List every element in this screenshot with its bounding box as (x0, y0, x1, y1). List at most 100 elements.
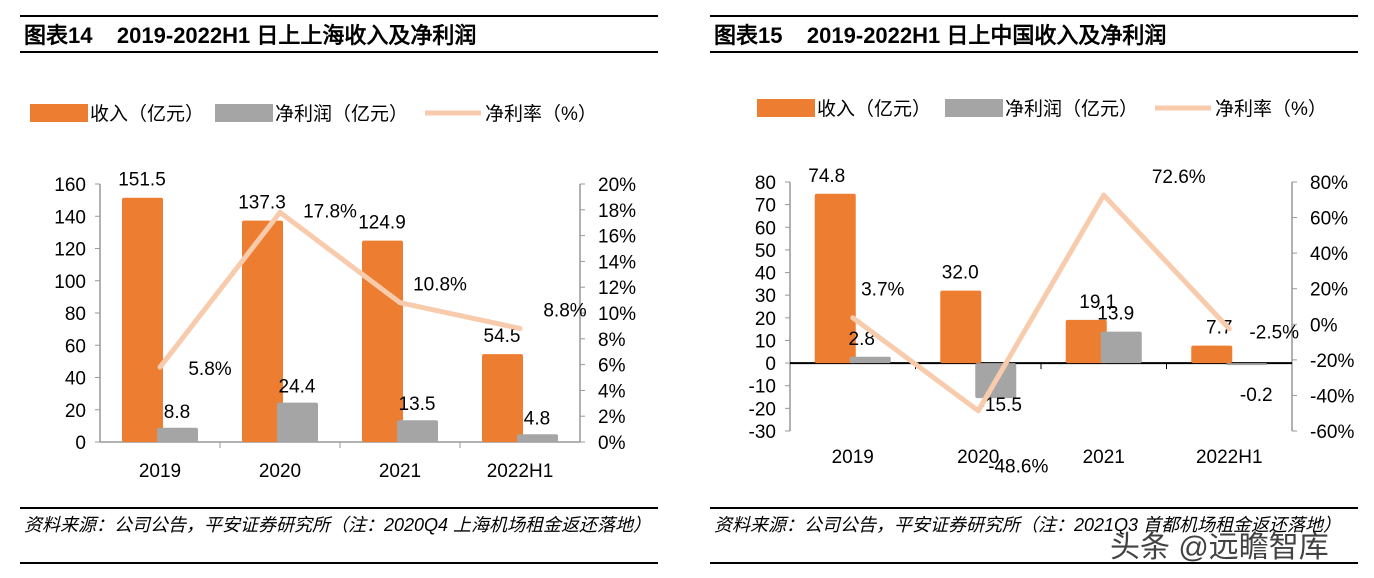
left-tick-label: 40 (755, 264, 776, 285)
revenue-data-label: 32.0 (942, 263, 979, 284)
margin-point (850, 315, 856, 321)
revenue-data-label: 124.9 (358, 213, 406, 234)
margin-data-label: 10.8% (413, 275, 467, 296)
margin-data-label: 17.8% (303, 201, 357, 222)
revenue-data-label: 151.5 (118, 170, 166, 191)
margin-data-label: 8.8% (543, 300, 586, 321)
legend-label: 净利润（亿元） (275, 103, 408, 125)
right-tick-label: 20% (598, 175, 636, 196)
left-tick-label: 50 (755, 241, 776, 262)
right-tick-label: -20% (1310, 351, 1354, 372)
margin-point (517, 325, 523, 331)
right-tick-label: 0% (598, 433, 626, 454)
legend-label: 净利润（亿元） (1005, 98, 1138, 120)
left-tick-label: -30 (749, 422, 776, 443)
profit-bar (517, 434, 558, 442)
x-tick-label: 2020 (259, 461, 301, 482)
profit-data-label: 13.5 (399, 394, 436, 415)
profit-bar (157, 427, 198, 442)
left-tick-label: 0 (765, 354, 776, 375)
revenue-data-label: 54.5 (484, 326, 521, 347)
left-tick-label: 0 (75, 433, 86, 454)
right-tick-label: 18% (598, 201, 636, 222)
revenue-bar (814, 193, 856, 364)
left-tick-label: 140 (54, 207, 86, 228)
right-tick-label: 40% (1310, 244, 1348, 265)
left-tick-label: 20 (755, 309, 776, 330)
margin-line (158, 209, 521, 369)
x-tick-label: 2019 (832, 447, 874, 468)
right-tick-label: -60% (1310, 422, 1354, 443)
revenue-bar (1065, 319, 1107, 364)
left-tick-label: 120 (54, 240, 86, 261)
profit-bar (849, 356, 891, 364)
right-tick-label: 8% (598, 330, 626, 351)
margin-data-label: 3.7% (861, 280, 904, 301)
margin-data-label: -48.6% (988, 457, 1048, 478)
right-tick-label: 14% (598, 252, 636, 273)
legend-label: 净利率（%） (485, 103, 597, 125)
legend-label: 收入（亿元） (90, 103, 204, 125)
left-tick-label: 80 (755, 173, 776, 194)
legend-swatch (945, 99, 1003, 117)
revenue-bar (362, 240, 403, 442)
profit-data-label: 24.4 (279, 377, 316, 398)
left-tick-label: 80 (65, 304, 86, 325)
right-tick-label: 6% (598, 356, 626, 377)
chart-panel-14: 图表14 2019-2022H1 日上上海收入及净利润 资料来源：公司公告，平安… (20, 0, 658, 578)
chart-title: 图表15 2019-2022H1 日上中国收入及净利润 (710, 15, 1358, 53)
chart-title: 图表14 2019-2022H1 日上上海收入及净利润 (20, 15, 658, 53)
legend-swatch (757, 99, 815, 117)
right-tick-label: -40% (1310, 386, 1354, 407)
right-tick-label: 20% (1310, 280, 1348, 301)
margin-point (157, 364, 163, 370)
left-tick-label: -20 (749, 399, 776, 420)
x-tick-label: 2022H1 (487, 461, 554, 482)
right-tick-label: 80% (1310, 173, 1348, 194)
legend-swatch (30, 104, 88, 122)
margin-point (397, 300, 403, 306)
x-tick-label: 2021 (379, 461, 421, 482)
revenue-bar (482, 354, 523, 442)
profit-data-label: 4.8 (524, 408, 550, 429)
left-tick-label: 20 (65, 401, 86, 422)
profit-bar (277, 402, 318, 442)
watermark: 头条 @远瞻智库 (1110, 531, 1329, 564)
right-tick-label: 12% (598, 278, 636, 299)
right-tick-label: 60% (1310, 209, 1348, 230)
left-tick-label: 60 (755, 218, 776, 239)
profit-data-label: -15.5 (979, 395, 1022, 416)
revenue-data-label: 74.8 (808, 166, 845, 187)
margin-data-label: 72.6% (1152, 167, 1206, 188)
legend-label: 净利率（%） (1215, 98, 1327, 120)
revenue-bar (940, 290, 982, 364)
right-tick-label: 0% (1310, 315, 1338, 336)
profit-data-label: -0.2 (1240, 385, 1273, 406)
margin-data-label: -2.5% (1249, 323, 1299, 344)
margin-point (1101, 192, 1107, 198)
profit-bar (397, 420, 438, 442)
left-tick-label: 100 (54, 272, 86, 293)
chart-panel-15: 图表15 2019-2022H1 日上中国收入及净利润 资料来源：公司公告，平安… (710, 0, 1358, 578)
left-tick-label: 40 (65, 369, 86, 390)
x-tick-label: 2021 (1083, 447, 1125, 468)
left-tick-label: -10 (749, 377, 776, 398)
revenue-bar (1191, 345, 1233, 364)
legend-swatch (215, 104, 273, 122)
right-tick-label: 16% (598, 227, 636, 248)
chart-source: 资料来源：公司公告，平安证券研究所（注：2021Q3 首都机场租金返还落地） (710, 507, 1358, 564)
left-tick-label: 70 (755, 196, 776, 217)
x-tick-label: 2020 (957, 447, 999, 468)
chart-source: 资料来源：公司公告，平安证券研究所（注：2020Q4 上海机场租金返还落地） (20, 507, 658, 564)
margin-point (1226, 326, 1232, 332)
profit-bar (1100, 331, 1142, 364)
right-tick-label: 2% (598, 407, 626, 428)
revenue-bar (122, 197, 163, 442)
legend-label: 收入（亿元） (817, 98, 931, 120)
left-tick-label: 30 (755, 286, 776, 307)
revenue-data-label: 137.3 (238, 193, 286, 214)
right-tick-label: 10% (598, 304, 636, 325)
margin-point (975, 408, 981, 414)
x-tick-label: 2022H1 (1196, 447, 1263, 468)
